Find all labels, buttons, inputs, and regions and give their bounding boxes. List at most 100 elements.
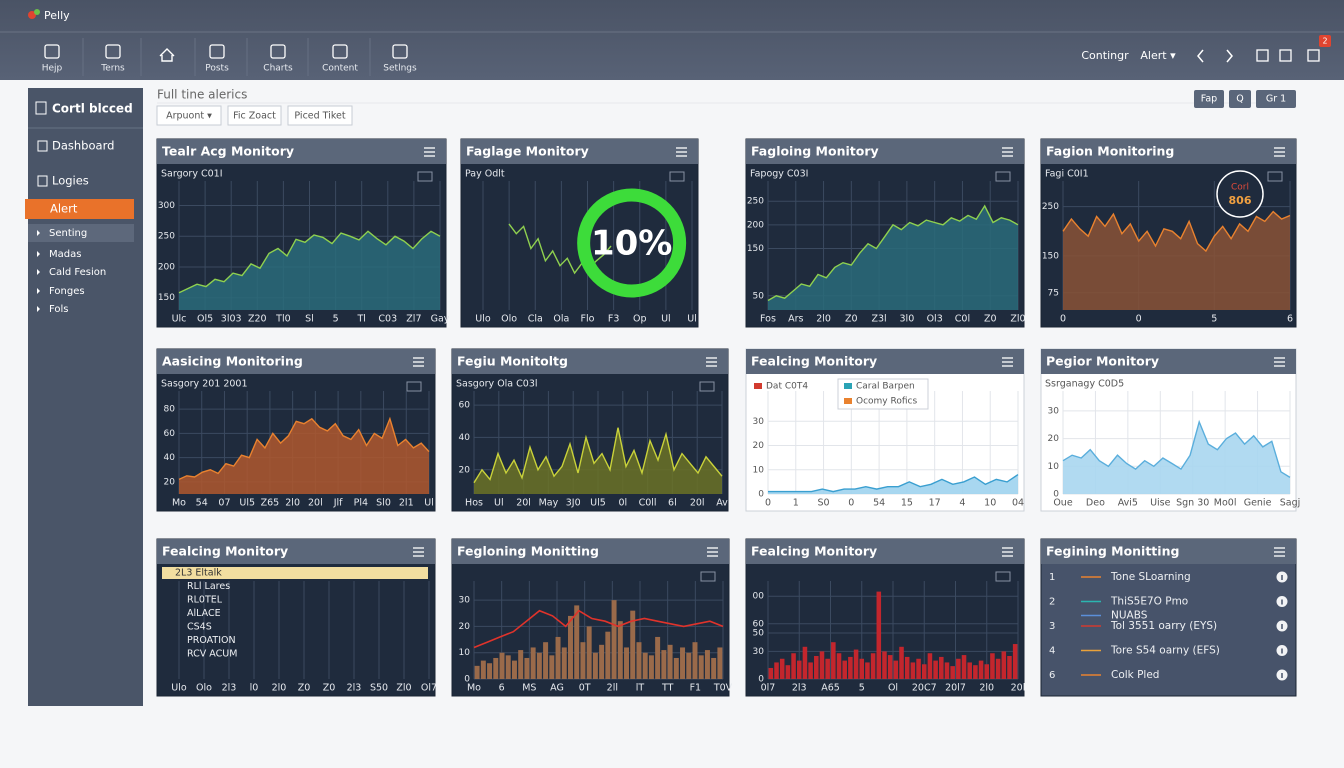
legend-swatch (754, 383, 762, 389)
nav-icon[interactable] (44, 44, 60, 59)
gauge-ring (577, 188, 687, 298)
x-tick-label: Tl (356, 314, 365, 325)
prev-button[interactable] (1197, 49, 1204, 63)
table-row[interactable]: RL0TEL (187, 595, 223, 606)
list-text[interactable]: Tone SLoarning (1110, 571, 1191, 583)
table-row[interactable]: RCV ACUM (187, 649, 237, 660)
panel-expand[interactable] (700, 571, 716, 582)
x-tick-label: l0 (250, 683, 259, 694)
x-tick-label: 20l7 (945, 683, 966, 694)
table-row[interactable]: AlLACE (187, 608, 221, 619)
action-label[interactable]: Q (1236, 94, 1243, 105)
bar (636, 642, 642, 679)
nav-icon[interactable] (105, 44, 121, 59)
list-text[interactable]: Tol 3551 oarry (EYS) (1110, 620, 1217, 632)
bar (487, 663, 493, 679)
bar (642, 652, 648, 679)
nav-label[interactable]: Charts (263, 64, 293, 74)
top-right-item[interactable]: Alert ▾ (1140, 49, 1176, 62)
sidebar-selected (28, 224, 134, 242)
y-tick-label: 0 (758, 675, 764, 685)
panel-expand[interactable] (1267, 171, 1283, 182)
area-line (1062, 419, 1291, 478)
list-text[interactable]: Colk Pled (1111, 669, 1159, 681)
nav-label[interactable]: Terns (100, 64, 125, 74)
sidebar-header-icon (35, 101, 47, 115)
nav-icon[interactable] (209, 44, 225, 59)
top-icon[interactable] (1307, 49, 1320, 62)
action-button[interactable] (1194, 90, 1224, 108)
sidebar-header[interactable]: Cortl blcced (52, 102, 133, 116)
panel-expand[interactable] (406, 381, 422, 392)
bar (499, 652, 505, 679)
sidebar-item[interactable]: Fonges (49, 286, 85, 297)
bar (698, 655, 704, 679)
x-tick-label: 20l (516, 498, 531, 509)
nav-icon[interactable] (270, 44, 286, 59)
next-button[interactable] (1226, 49, 1233, 63)
sidebar-item[interactable]: Senting (49, 228, 87, 239)
list-text[interactable]: Tore S54 oarny (EFS) (1110, 645, 1220, 657)
filter-button[interactable] (287, 105, 353, 126)
table-row[interactable]: CS4S (187, 622, 212, 633)
panel-expand[interactable] (699, 381, 715, 392)
x-tick-label: Ol (888, 683, 898, 694)
list-text[interactable]: ThiS5E7O Pmo (1110, 596, 1188, 608)
top-icon[interactable] (1279, 49, 1292, 62)
action-button[interactable] (1256, 90, 1296, 108)
y-tick-label: 20 (164, 477, 176, 487)
sidebar-bullet (37, 251, 40, 257)
sidebar-item[interactable]: Dashboard (52, 139, 114, 153)
filter-label[interactable]: Fic Zoact (233, 111, 276, 122)
x-tick-label: 04 (1012, 498, 1024, 509)
top-icon[interactable] (1256, 49, 1269, 62)
x-tick-label: F1 (690, 683, 702, 694)
action-label[interactable]: Gr 1 (1266, 94, 1286, 105)
x-tick-label: Flo (581, 314, 595, 325)
panel-expand[interactable] (417, 171, 433, 182)
sidebar-item[interactable]: Alert (50, 202, 78, 216)
bar (530, 647, 536, 679)
panel-title: Fagloing Monitory (751, 144, 879, 159)
sidebar-item[interactable]: Cald Fesion (49, 267, 106, 278)
panel-header (746, 139, 1024, 164)
sidebar-item[interactable]: Logies (52, 174, 89, 188)
filter-button[interactable] (227, 105, 282, 126)
nav-label[interactable]: Posts (205, 64, 229, 74)
table-row[interactable]: PROATION (187, 635, 236, 646)
nav-label[interactable]: Hejp (42, 64, 63, 74)
panel-expand[interactable] (995, 171, 1011, 182)
sidebar-item[interactable]: Fols (49, 304, 69, 315)
nav-icon[interactable] (392, 44, 408, 59)
sidebar-item[interactable]: Madas (49, 249, 81, 260)
action-button[interactable] (1229, 90, 1251, 108)
bar (865, 662, 870, 679)
area-line (473, 427, 723, 484)
nav-home-icon[interactable] (159, 48, 175, 62)
y-tick-label: 250 (1042, 202, 1059, 212)
panel-header (157, 349, 435, 374)
bar (973, 665, 978, 679)
filter-label[interactable]: Piced Tiket (294, 111, 345, 122)
y-tick-label: 75 (1048, 288, 1059, 298)
y-tick-label: 300 (158, 201, 175, 211)
filter-button[interactable] (156, 105, 222, 126)
y-tick-label: 0 (758, 490, 764, 500)
x-tick-label: Mo (467, 683, 481, 694)
x-tick-label: 20l (690, 498, 705, 509)
x-tick-label: 6 (1287, 314, 1293, 325)
bar (956, 658, 961, 679)
table-row[interactable]: 2L3 Eltalk (175, 568, 222, 579)
y-tick-label: 250 (747, 197, 764, 207)
top-right-item[interactable]: Contingr (1081, 49, 1129, 62)
panel-expand[interactable] (995, 571, 1011, 582)
filter-label[interactable]: Arpuont ▾ (166, 111, 212, 122)
list-index: 4 (1049, 646, 1055, 657)
table-row[interactable]: RLl Lares (187, 581, 230, 592)
panel-expand[interactable] (669, 171, 685, 182)
panel-title: Faglage Monitory (466, 144, 589, 159)
nav-label[interactable]: Content (322, 64, 358, 74)
nav-icon[interactable] (332, 44, 348, 59)
nav-label[interactable]: Setlngs (383, 64, 417, 74)
action-label[interactable]: Fap (1201, 94, 1217, 105)
